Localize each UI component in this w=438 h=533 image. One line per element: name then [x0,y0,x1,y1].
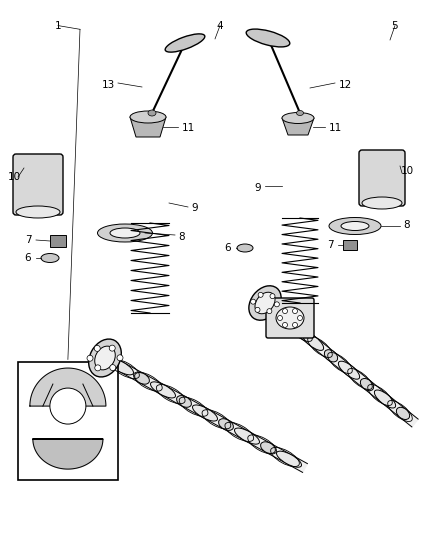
Ellipse shape [98,224,152,242]
Ellipse shape [219,419,233,430]
Ellipse shape [374,390,396,408]
Text: 6: 6 [225,243,231,253]
Circle shape [95,365,101,371]
Polygon shape [33,439,103,469]
FancyBboxPatch shape [50,235,66,247]
Ellipse shape [95,346,115,370]
Ellipse shape [339,361,360,379]
Text: 11: 11 [181,123,194,133]
Text: 8: 8 [179,232,185,242]
Ellipse shape [249,286,281,320]
Circle shape [293,309,297,313]
Polygon shape [130,117,166,137]
Text: 5: 5 [392,21,398,30]
Ellipse shape [261,442,276,454]
Ellipse shape [276,451,301,467]
Ellipse shape [134,373,149,384]
Circle shape [267,309,272,313]
Text: 6: 6 [25,253,31,263]
Text: 9: 9 [192,203,198,213]
Circle shape [94,345,100,351]
Text: 1: 1 [55,21,61,30]
FancyBboxPatch shape [13,154,63,215]
FancyBboxPatch shape [359,150,405,206]
Ellipse shape [110,228,140,238]
Ellipse shape [151,382,176,398]
Ellipse shape [297,110,304,116]
Ellipse shape [109,359,134,375]
Text: 10: 10 [7,172,21,182]
Ellipse shape [341,222,369,230]
Ellipse shape [325,350,338,362]
Ellipse shape [329,217,381,235]
Ellipse shape [302,333,324,350]
Ellipse shape [130,111,166,123]
Circle shape [297,316,303,320]
Text: 11: 11 [328,123,342,133]
Ellipse shape [148,110,156,116]
Circle shape [117,355,123,361]
Ellipse shape [41,254,59,262]
Ellipse shape [177,395,191,407]
Text: 10: 10 [400,166,413,176]
Circle shape [109,345,115,351]
Text: 13: 13 [101,80,115,90]
Ellipse shape [234,428,259,444]
Circle shape [251,299,256,304]
Ellipse shape [282,112,314,124]
Ellipse shape [165,34,205,52]
Ellipse shape [362,197,402,209]
Text: 9: 9 [254,183,261,193]
Polygon shape [30,368,106,406]
Bar [18,362,118,480]
Text: 7: 7 [25,235,31,245]
Ellipse shape [266,304,288,321]
Ellipse shape [288,321,302,333]
Circle shape [278,316,283,320]
FancyBboxPatch shape [266,298,314,338]
Circle shape [274,302,279,307]
Ellipse shape [192,405,218,421]
Circle shape [258,292,263,297]
Circle shape [87,355,93,361]
Text: 12: 12 [339,80,352,90]
Circle shape [283,322,287,327]
Polygon shape [262,299,418,427]
Ellipse shape [89,339,121,377]
Ellipse shape [255,292,275,314]
Circle shape [255,308,260,312]
Polygon shape [102,353,307,472]
Ellipse shape [246,29,290,47]
Ellipse shape [237,244,253,252]
Text: 8: 8 [404,220,410,230]
Circle shape [110,365,116,370]
FancyBboxPatch shape [343,240,357,250]
Ellipse shape [396,407,410,419]
Text: 7: 7 [327,240,333,250]
Text: 4: 4 [217,21,223,30]
Circle shape [283,309,287,313]
Circle shape [293,322,297,327]
Circle shape [50,388,86,424]
Ellipse shape [276,307,304,329]
Polygon shape [282,118,314,135]
Ellipse shape [16,206,60,218]
Ellipse shape [360,378,374,391]
Circle shape [270,294,275,298]
